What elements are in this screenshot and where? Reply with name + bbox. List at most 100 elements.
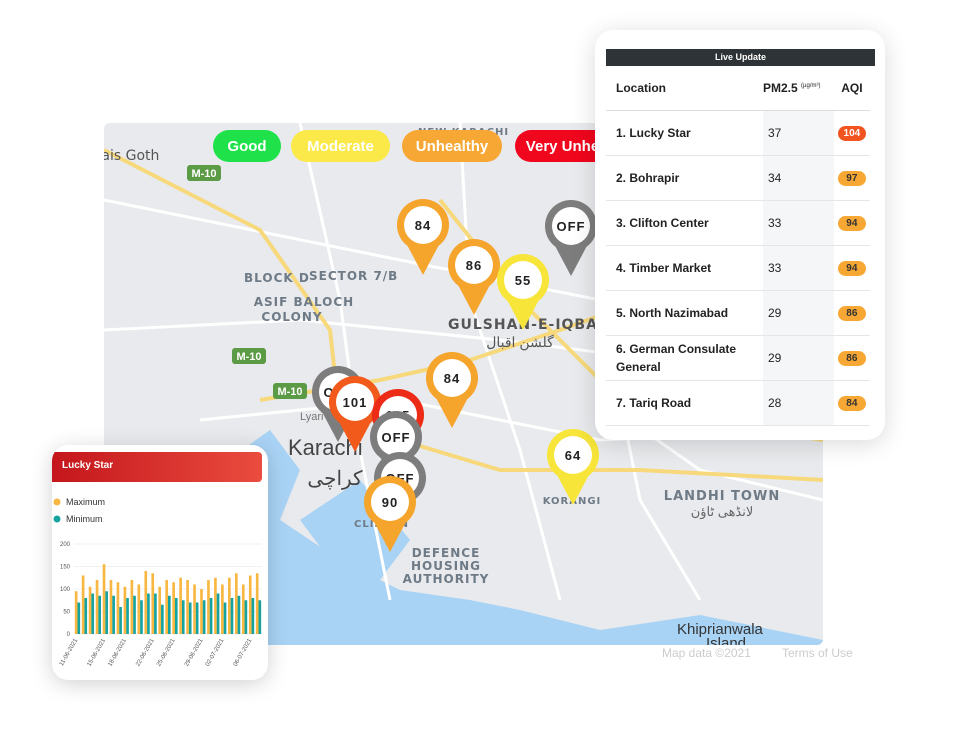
road-shield [232, 348, 266, 364]
col-pm-label: PM2.5 [763, 81, 798, 95]
row-aqi-cell: 86 [833, 335, 870, 381]
row-pm25: 29 [763, 335, 834, 381]
header-row: Location PM2.5 (µg/m³) AQI [606, 66, 870, 111]
map-label: کراچی [307, 468, 363, 490]
marker-label: 55 [515, 273, 531, 288]
bar [195, 602, 199, 634]
row-aqi-cell: 86 [833, 290, 870, 336]
map-label: M-10 [236, 351, 261, 363]
map-marker[interactable]: 64 [547, 429, 599, 505]
legend-label: Unhealthy [416, 138, 489, 155]
map-marker[interactable]: 84 [426, 352, 478, 428]
row-aqi: 94 [837, 261, 866, 276]
map-marker[interactable]: 90 [364, 476, 416, 552]
bar [140, 600, 143, 634]
map-marker[interactable]: 101 [329, 376, 381, 452]
marker-face [404, 206, 442, 244]
marker-label: 84 [415, 218, 431, 233]
row-aqi: 94 [837, 216, 866, 231]
map-label: BLOCK D [244, 271, 310, 285]
legend-dot [53, 498, 61, 506]
legend-label: Maximum [66, 497, 105, 507]
bar [188, 602, 192, 634]
bar [154, 593, 157, 634]
bar [223, 602, 227, 634]
bar [209, 598, 213, 634]
row-location: 4. Timber Market [606, 245, 763, 291]
map-label: HOUSING [411, 559, 481, 573]
legend-label: Moderate [307, 138, 374, 155]
marker-label: 84 [444, 371, 460, 386]
bar [74, 591, 78, 634]
bar [98, 595, 102, 634]
legend-label: Minimum [66, 514, 103, 524]
map-marker[interactable]: 84 [397, 199, 449, 275]
bar [84, 598, 88, 634]
map-label: M-10 [191, 168, 216, 180]
legend-dot [53, 515, 61, 523]
marker-label: OFF [382, 430, 411, 445]
map-label: گلشن اقبال [486, 334, 554, 351]
bar [248, 575, 252, 634]
marker-pin [434, 394, 470, 428]
map-label: GULSHAN-E-IQBAL [448, 317, 608, 333]
bar [130, 580, 134, 634]
legend-pill [291, 130, 390, 162]
marker-pin [505, 296, 541, 330]
map-terms[interactable]: Terms of Use [782, 646, 853, 660]
bar [116, 582, 120, 634]
bar [119, 607, 122, 634]
row-location: 7. Tariq Road [606, 380, 763, 426]
bar [126, 598, 129, 634]
map-label: LANDHI TOWN [664, 489, 780, 504]
bar [112, 595, 115, 634]
table-row: 6. German Consulate General 29 86 [606, 335, 870, 381]
marker-pin [553, 242, 589, 276]
marker-label: OFF [557, 219, 586, 234]
marker-face [433, 359, 471, 397]
water [104, 430, 823, 645]
row-aqi: 104 [837, 126, 866, 141]
bar [234, 573, 238, 634]
table-row: 7. Tariq Road 28 84 [606, 380, 870, 426]
legend-label: Good [227, 138, 266, 155]
map-label: AUTHORITY [403, 572, 490, 586]
row-aqi: 86 [837, 306, 866, 321]
map-marker[interactable]: 86 [448, 239, 500, 315]
bar [230, 598, 234, 634]
row-location: 2. Bohrapir [606, 155, 763, 201]
bar [133, 595, 136, 634]
x-tick-label: 11-06-2021 [59, 637, 80, 667]
bar [181, 600, 185, 634]
bar [95, 580, 99, 634]
bar [202, 600, 206, 634]
x-tick-label: 18-06-2021 [107, 637, 128, 667]
row-pm25: 29 [763, 290, 834, 336]
marker-pin [555, 471, 591, 505]
road-shield [187, 165, 221, 181]
map-label: COLONY [261, 310, 322, 324]
row-location: 5. North Nazimabad [606, 290, 763, 336]
row-pm25: 33 [763, 245, 834, 291]
bar [77, 602, 81, 634]
row-aqi: 97 [837, 171, 866, 186]
marker-face [336, 383, 374, 421]
marker-pin [337, 418, 373, 452]
bar [137, 584, 141, 634]
x-tick-label: 02-07-2021 [205, 637, 226, 667]
table-row: 4. Timber Market 33 94 [606, 245, 870, 291]
bar [255, 573, 259, 634]
bar [221, 584, 224, 634]
map-label: Island [706, 635, 746, 652]
map-label: Lyari [300, 411, 323, 423]
map-marker[interactable]: OFF [545, 200, 597, 276]
bar [216, 593, 220, 634]
map-marker[interactable]: 55 [497, 254, 549, 330]
bar [193, 584, 196, 634]
bar [144, 571, 148, 634]
map-attribution: Map data ©2021 [662, 646, 751, 660]
row-aqi: 84 [837, 396, 866, 411]
col-pm-unit: (µg/m³) [801, 83, 821, 89]
chart: Maximum Minimum 0 50 100 150 200 11-06-2021 15-0… [53, 497, 262, 668]
